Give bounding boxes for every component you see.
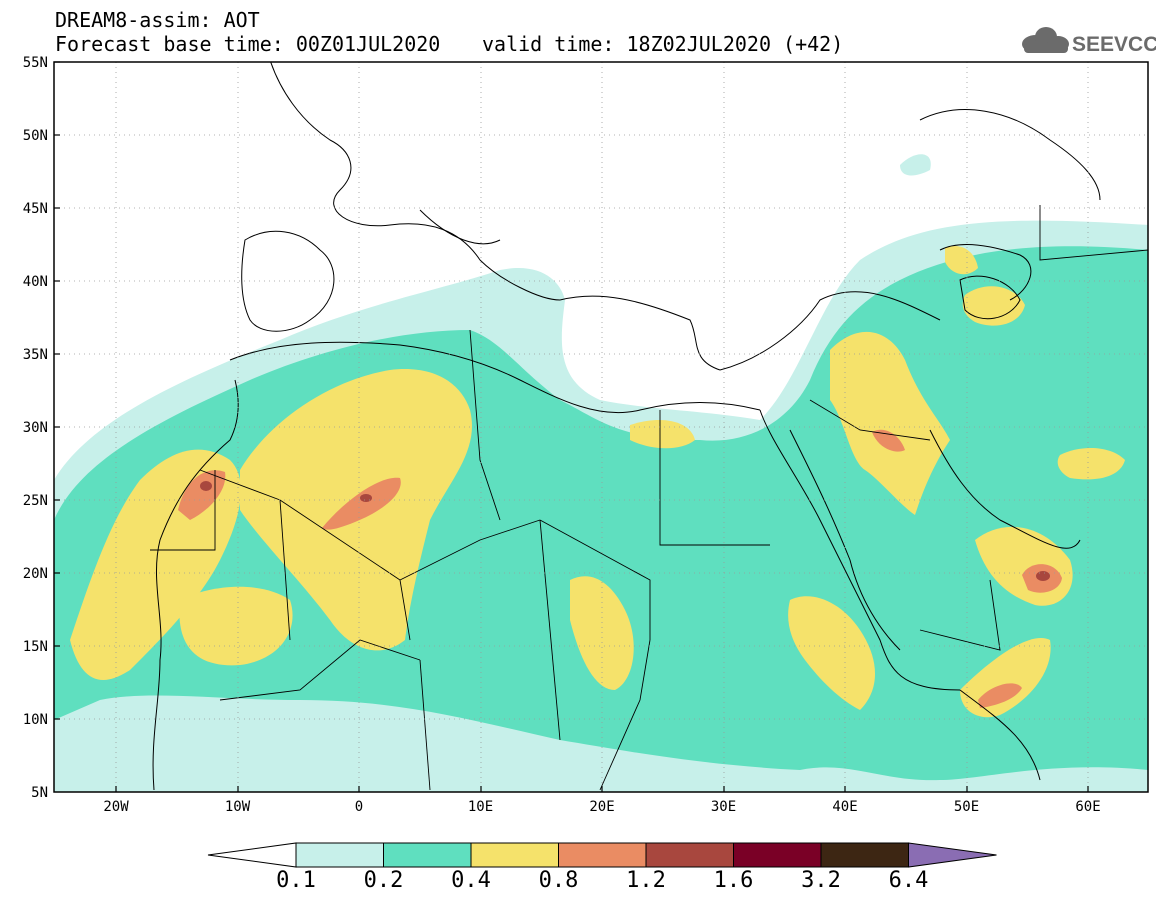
graticule: [54, 62, 1148, 792]
longitude-label: 0: [355, 799, 363, 815]
longitude-label: 20W: [103, 799, 129, 815]
latitude-label: 5N: [31, 785, 48, 801]
axis-ticks: [54, 61, 1089, 792]
longitude-label: 60E: [1075, 799, 1100, 815]
aot-region-vhigh: [872, 429, 905, 452]
latitude-label: 20N: [23, 566, 48, 582]
longitude-label: 10E: [468, 799, 493, 815]
colorbar-labels: 0.1 0.2 0.4 0.8 1.2 1.6 3.2 6.4: [0, 868, 1165, 898]
colorbar-label: 0.2: [363, 868, 404, 893]
latitude-label: 30N: [23, 420, 48, 436]
latitude-label: 55N: [23, 55, 48, 71]
aot-region-high: [630, 420, 695, 449]
longitude-label: 10W: [225, 799, 251, 815]
colorbar-label: 1.2: [626, 868, 666, 893]
latitude-label: 15N: [23, 639, 48, 655]
latitude-label: 50N: [23, 128, 48, 144]
aot-region-vhigh: [178, 470, 226, 520]
colorbar-label: 0.4: [451, 868, 491, 893]
seevccc-logo: SEEVCCC: [1022, 27, 1156, 56]
colorbar-swatch: [645, 842, 734, 868]
aot-region-high: [788, 596, 875, 710]
colorbar-label: 0.8: [538, 868, 579, 893]
map-title: DREAM8-assim: AOT: [55, 8, 260, 32]
aot-region-low: [900, 154, 931, 176]
aot-region-ext: [360, 494, 372, 502]
latitude-label: 25N: [23, 493, 48, 509]
aot-region-vhigh: [978, 683, 1022, 708]
logo-text: SEEVCCC: [1072, 33, 1156, 56]
aot-region-high: [570, 576, 634, 690]
colorbar-swatch: [470, 842, 559, 868]
longitude-labels: 20W 10W 0 10E 20E 30E 40E 50E 60E: [103, 799, 1100, 815]
latitude-label: 10N: [23, 712, 48, 728]
longitude-label: 20E: [589, 799, 614, 815]
aot-region-high: [1057, 448, 1125, 480]
colorbar-swatch: [820, 842, 909, 868]
latitude-label: 40N: [23, 274, 48, 290]
aot-region-high: [830, 331, 950, 515]
coastlines: [152, 62, 1101, 791]
latitude-label: 35N: [23, 347, 48, 363]
latitude-labels: 55N 50N 45N 40N 35N 30N 25N 20N 15N 10N 5N: [23, 55, 48, 801]
aot-region-high: [945, 246, 978, 275]
colorbar-swatch: [383, 842, 472, 868]
longitude-label: 30E: [711, 799, 736, 815]
aot-region-high: [962, 286, 1025, 326]
cloud-icon: [1022, 27, 1069, 53]
colorbar-label: 1.6: [713, 868, 754, 893]
latitude-label: 45N: [23, 201, 48, 217]
longitude-label: 50E: [954, 799, 979, 815]
colorbar: [207, 842, 997, 868]
colorbar-label: 6.4: [888, 868, 929, 893]
colorbar-label: 0.1: [276, 868, 316, 893]
longitude-label: 40E: [832, 799, 857, 815]
colorbar-swatch: [558, 842, 647, 868]
forecast-base-time: Forecast base time: 00Z01JUL2020: [55, 32, 441, 56]
colorbar-label: 3.2: [801, 868, 841, 893]
colorbar-swatch: [733, 842, 822, 868]
aot-region-ext: [200, 481, 212, 491]
borders: [150, 205, 1148, 791]
colorbar-swatch: [295, 842, 384, 868]
valid-time: valid time: 18Z02JUL2020 (+42): [482, 32, 844, 56]
colorbar-max-arrow: [908, 842, 997, 868]
aot-region-ext: [1036, 571, 1050, 581]
colorbar-min-arrow: [207, 842, 297, 868]
aot-region-vhigh: [322, 477, 401, 530]
